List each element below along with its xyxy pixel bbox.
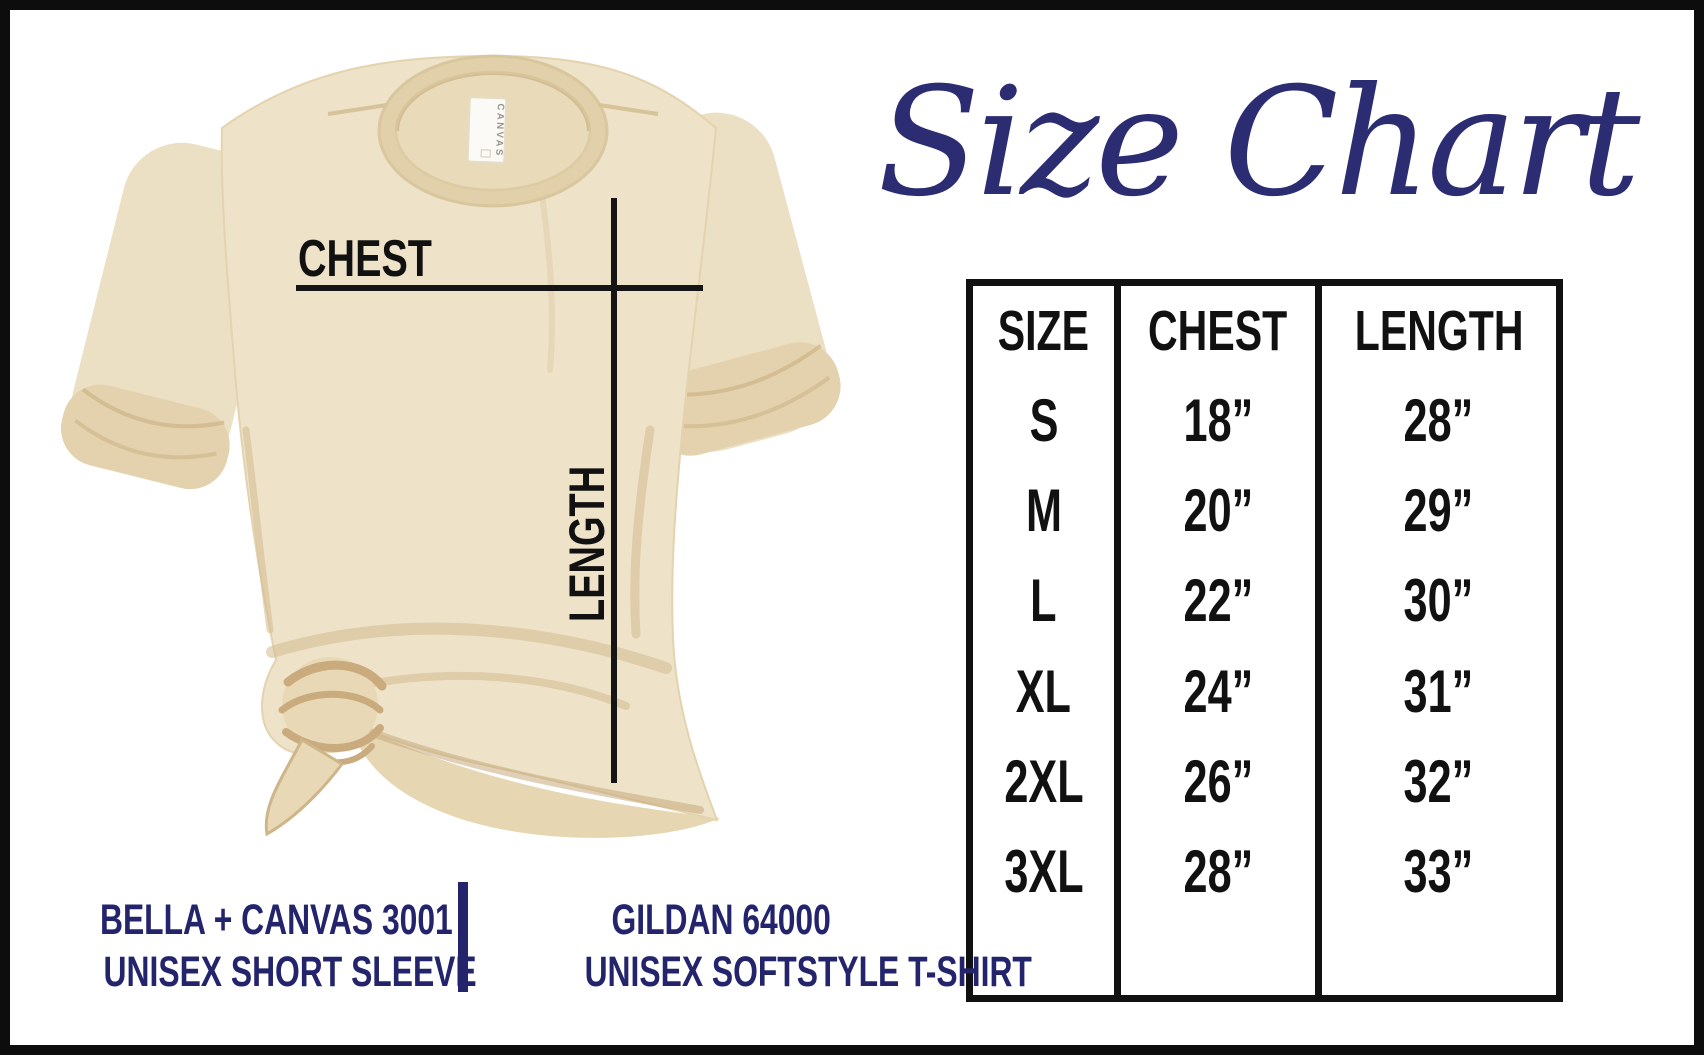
- product-desc-bella: UNISEX SHORT SLEEVE: [103, 948, 477, 997]
- length-cell: 33”: [1403, 837, 1474, 905]
- footer-product-left: BELLA + CANVAS 3001 UNISEX SHORT SLEEVE: [38, 894, 477, 999]
- product-name-bella: BELLA + CANVAS 3001: [99, 896, 453, 944]
- chest-cell: 22”: [1183, 567, 1253, 635]
- product-desc-gildan: UNISEX SOFTSTYLE T-SHIRT: [584, 948, 1032, 997]
- length-cell: 28”: [1403, 387, 1474, 455]
- length-measure-label: LENGTH: [559, 465, 615, 622]
- chest-cell: 28”: [1183, 837, 1253, 905]
- chest-cell: 18”: [1183, 387, 1253, 455]
- length-cell: 31”: [1403, 657, 1474, 725]
- column-header-chest: CHEST: [1148, 299, 1288, 363]
- fabric-folds: [242, 177, 704, 814]
- chest-cell: 26”: [1183, 747, 1253, 815]
- chest-measure-label: CHEST: [298, 230, 432, 288]
- table-column-size: SIZE S M L XL 2XL 3XL: [973, 286, 1114, 995]
- size-cell: S: [1029, 387, 1059, 455]
- shirt-knot: [264, 657, 387, 837]
- size-cell: 2XL: [1004, 747, 1084, 815]
- chest-measure-line: [296, 285, 703, 291]
- column-header-size: SIZE: [998, 299, 1090, 363]
- length-cell: 29”: [1403, 477, 1474, 545]
- product-name-gildan: GILDAN 64000: [611, 896, 831, 944]
- size-cell: 3XL: [1004, 837, 1084, 905]
- length-cell: 30”: [1403, 567, 1474, 635]
- length-measure-line: [611, 198, 617, 783]
- size-cell: M: [1025, 477, 1062, 545]
- size-cell: XL: [1016, 657, 1072, 725]
- page-title: Size Chart: [877, 55, 1641, 230]
- length-cell: 32”: [1403, 747, 1474, 815]
- hem-underlayer: [350, 722, 720, 838]
- size-cell: L: [1030, 567, 1057, 635]
- table-column-length: LENGTH 28” 29” 30” 31” 32” 33”: [1314, 286, 1556, 995]
- chest-cell: 24”: [1183, 657, 1253, 725]
- neck-tag: CANVAS: [467, 96, 507, 164]
- neck-tag-text: CANVAS: [493, 103, 506, 158]
- column-header-length: LENGTH: [1354, 299, 1524, 363]
- tshirt-graphic: CANVAS: [61, 54, 841, 838]
- table-column-chest: CHEST 18” 20” 22” 24” 26” 28”: [1114, 286, 1314, 995]
- footer-divider: [458, 882, 468, 992]
- footer-product-right: GILDAN 64000 UNISEX SOFTSTYLE T-SHIRT: [506, 894, 1032, 999]
- chest-cell: 20”: [1183, 477, 1253, 545]
- size-chart-table: SIZE S M L XL 2XL 3XL CHEST 18” 20” 22” …: [966, 279, 1563, 1002]
